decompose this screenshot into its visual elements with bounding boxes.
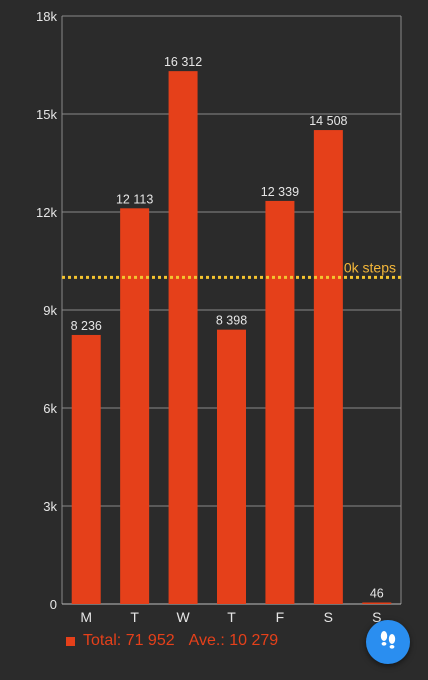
y-tick-label: 0 [50, 597, 57, 612]
data-label: 8 236 [71, 319, 102, 333]
data-label: 8 398 [216, 314, 247, 328]
y-tick-label: 6k [43, 401, 57, 416]
x-tick-label: T [130, 609, 139, 625]
average-text: Ave.: 10 279 [188, 632, 279, 649]
x-tick-label: F [276, 609, 285, 625]
bar [313, 130, 343, 604]
y-tick-label: 3k [43, 499, 57, 514]
bar-chart: 0 3k 6k 9k 12k 15k 18k 8 236 M 12 113 T 16 312 W 8 39… [36, 9, 402, 625]
bar [217, 329, 246, 604]
bar [265, 200, 295, 604]
x-tick-label: T [227, 609, 236, 625]
x-tick-label: W [176, 609, 190, 625]
y-tick-label: 18k [36, 9, 57, 24]
footsteps-icon [376, 628, 400, 657]
data-label: 14 508 [309, 114, 347, 128]
x-tick-label: S [324, 609, 333, 625]
legend-swatch [66, 636, 75, 646]
bar [120, 208, 150, 605]
steps-fab-button[interactable] [366, 620, 410, 664]
data-label: 12 113 [116, 192, 153, 206]
bar [71, 334, 101, 604]
y-tick-label: 15k [36, 107, 57, 122]
goal-line-label: 0k steps [344, 259, 396, 275]
data-label: 12 339 [261, 185, 299, 199]
bar [362, 602, 392, 604]
x-tick-label: S [372, 609, 381, 625]
y-tick-label: 9k [43, 303, 57, 318]
total-text: Total: 71 952 [83, 632, 175, 649]
data-label: 46 [370, 586, 384, 600]
bar [168, 71, 198, 604]
data-label: 16 312 [164, 55, 202, 69]
chart-summary: Total: 71 952 Ave.: 10 279 [66, 632, 278, 650]
x-tick-label: M [80, 609, 92, 625]
y-tick-label: 12k [36, 205, 57, 220]
